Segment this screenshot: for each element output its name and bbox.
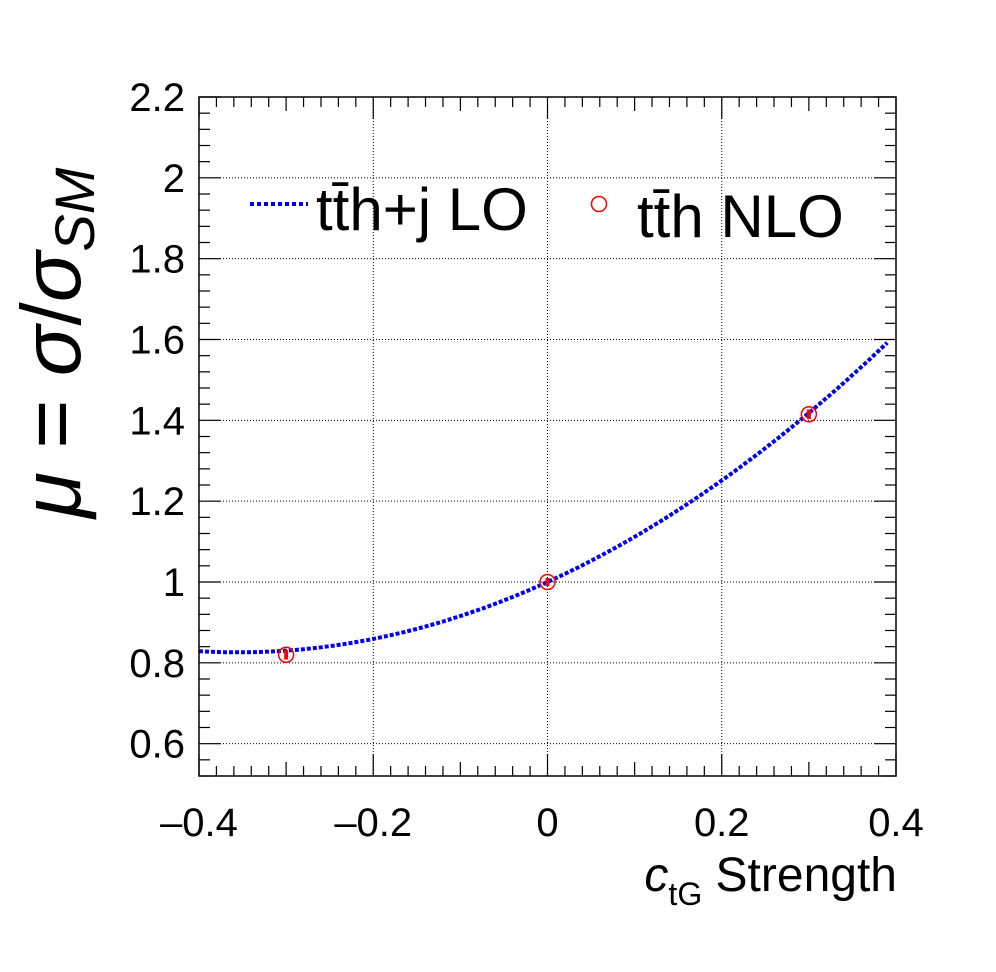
lo-curve-line [198,341,889,655]
legend-nlo-label: tt̄h NLO [637,183,844,250]
y-tick-labels: 0.6 0.8 1 1.2 1.4 1.6 1.8 2 2.2 [129,76,185,767]
y-tick-label: 0.8 [129,642,185,686]
plot-frame [198,96,897,777]
y-tick-label: 0.6 [129,723,185,767]
nlo-point [539,573,556,591]
lo-curve [198,341,889,655]
axis-ticks [198,96,897,777]
x-tick-label: 0.2 [694,801,750,845]
y-tick-label: 1.8 [129,238,185,282]
x-tick-label: 0 [536,801,558,845]
nlo-point [277,646,295,663]
y-axis-sigma: σ [4,322,98,376]
x-tick-label: –0.2 [334,801,412,845]
x-axis-subscript: tG [668,876,702,912]
legend-nlo-marker [590,195,608,213]
x-tick-labels: –0.4 –0.2 0 0.2 0.4 [160,801,924,845]
y-tick-label: 1.4 [129,399,185,443]
x-tick-label: –0.4 [160,801,238,845]
y-axis-mu: μ [4,472,98,520]
legend-lo-label: tt̄h+j LO [316,176,528,243]
y-axis-title: μ = σ/σSM [4,167,106,520]
x-axis-title: ctG Strength [644,849,897,912]
legend: tt̄h+j LO tt̄h NLO [250,176,844,250]
y-axis-sigma-sm: σ [4,248,98,302]
x-axis-rest: Strength [702,849,897,902]
nlo-points [277,406,818,663]
y-tick-label: 2.2 [129,76,185,120]
y-axis-slash: / [4,302,98,326]
y-tick-label: 1.2 [129,480,185,524]
nlo-point [800,406,818,423]
x-tick-label: 0.4 [868,801,924,845]
y-tick-label: 1 [163,561,185,605]
y-tick-label: 1.6 [129,319,185,363]
y-axis-eq: = [4,376,98,472]
y-axis-sm-subscript: SM [43,167,106,251]
x-axis-symbol: c [644,849,668,902]
y-tick-label: 2 [163,157,185,201]
